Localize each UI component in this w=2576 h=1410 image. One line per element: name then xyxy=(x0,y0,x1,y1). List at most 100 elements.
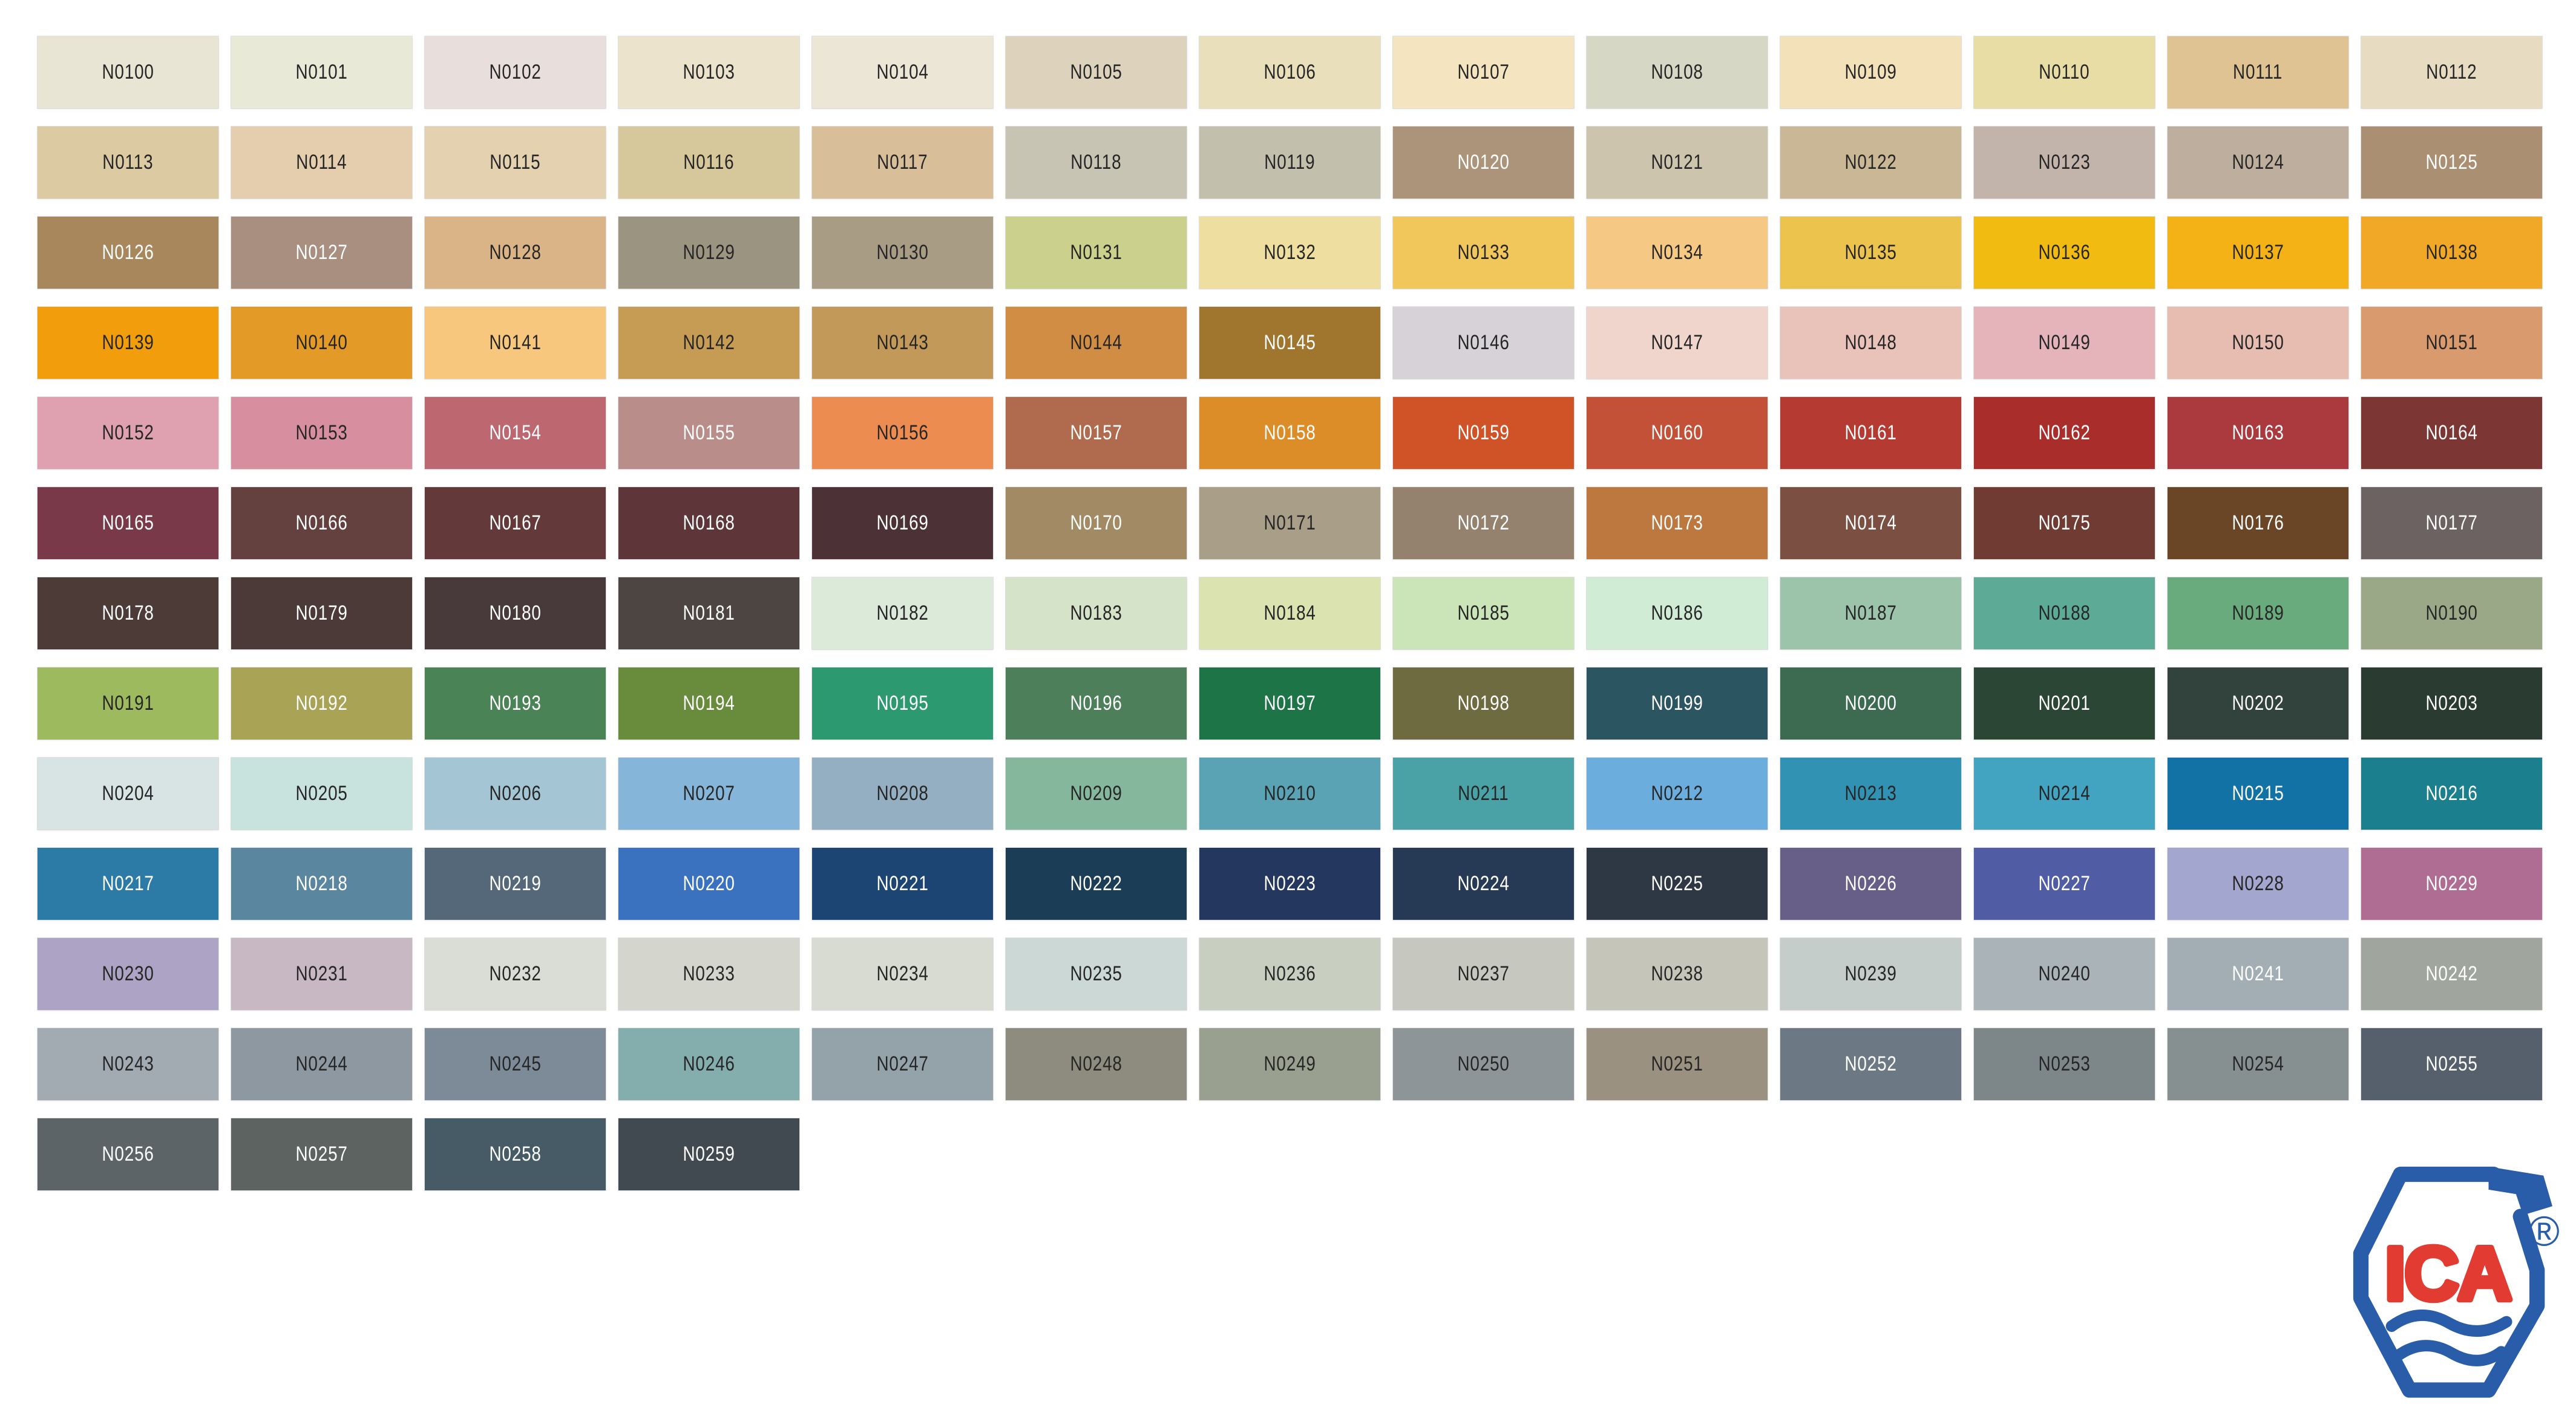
swatch-n0175: N0175 xyxy=(1974,487,2155,559)
swatch-label: N0114 xyxy=(296,151,347,174)
swatch-label: N0141 xyxy=(489,331,542,354)
swatch-label: N0127 xyxy=(295,241,348,264)
swatch-label: N0148 xyxy=(1844,331,1897,354)
swatch-n0176: N0176 xyxy=(2168,487,2348,559)
swatch-label: N0160 xyxy=(1651,421,1703,444)
swatch-label: N0155 xyxy=(683,421,735,444)
swatch-n0222: N0222 xyxy=(1006,848,1187,920)
swatch-n0112: N0112 xyxy=(2361,36,2542,108)
swatch-n0240: N0240 xyxy=(1974,938,2155,1010)
swatch-n0198: N0198 xyxy=(1393,667,1574,739)
swatch-label: N0120 xyxy=(1457,151,1510,174)
swatch-n0172: N0172 xyxy=(1393,487,1574,559)
logo-spout-flap xyxy=(2488,1166,2552,1216)
swatch-n0145: N0145 xyxy=(1199,307,1380,379)
swatch-n0169: N0169 xyxy=(812,487,993,559)
swatch-label: N0106 xyxy=(1263,61,1316,84)
swatch-n0110: N0110 xyxy=(1974,36,2155,108)
swatch-label: N0182 xyxy=(876,602,929,625)
swatch-label: N0226 xyxy=(1844,872,1897,895)
swatch-n0182: N0182 xyxy=(812,577,993,649)
swatch-label: N0230 xyxy=(102,962,154,985)
swatch-n0219: N0219 xyxy=(425,848,606,920)
swatch-n0207: N0207 xyxy=(618,758,799,830)
swatch-label: N0107 xyxy=(1457,61,1510,84)
swatch-n0156: N0156 xyxy=(812,397,993,469)
swatch-label: N0208 xyxy=(876,782,929,805)
swatch-n0154: N0154 xyxy=(425,397,606,469)
swatch-label: N0199 xyxy=(1651,692,1703,715)
swatch-label: N0253 xyxy=(2038,1052,2091,1075)
swatch-n0204: N0204 xyxy=(38,758,218,830)
swatch-label: N0187 xyxy=(1844,602,1897,625)
swatch-n0124: N0124 xyxy=(2168,126,2348,198)
swatch-label: N0245 xyxy=(489,1052,542,1075)
swatch-label: N0194 xyxy=(683,692,735,715)
swatch-label: N0202 xyxy=(2232,692,2284,715)
swatch-label: N0244 xyxy=(295,1052,348,1075)
swatch-label: N0158 xyxy=(1263,421,1316,444)
swatch-label: N0205 xyxy=(295,782,348,805)
swatch-label: N0235 xyxy=(1070,962,1122,985)
swatch-n0228: N0228 xyxy=(2168,848,2348,920)
swatch-n0233: N0233 xyxy=(618,938,799,1010)
ica-logo: ® ICA xyxy=(2333,1145,2563,1410)
swatch-n0245: N0245 xyxy=(425,1028,606,1100)
swatch-label: N0163 xyxy=(2232,421,2284,444)
swatch-label: N0200 xyxy=(1844,692,1897,715)
swatch-label: N0190 xyxy=(2425,602,2478,625)
swatch-n0111: N0111 xyxy=(2168,36,2348,108)
swatch-label: N0136 xyxy=(2038,241,2091,264)
swatch-n0102: N0102 xyxy=(425,36,606,108)
swatch-n0208: N0208 xyxy=(812,758,993,830)
swatch-label: N0105 xyxy=(1070,61,1122,84)
swatch-n0105: N0105 xyxy=(1006,36,1187,108)
swatch-n0220: N0220 xyxy=(618,848,799,920)
swatch-label: N0152 xyxy=(102,421,154,444)
swatch-n0131: N0131 xyxy=(1006,217,1187,289)
swatch-n0187: N0187 xyxy=(1780,577,1961,649)
swatch-label: N0248 xyxy=(1070,1052,1122,1075)
swatch-label: N0238 xyxy=(1651,962,1703,985)
swatch-label: N0174 xyxy=(1844,511,1897,534)
swatch-n0119: N0119 xyxy=(1199,126,1380,198)
swatch-label: N0242 xyxy=(2425,962,2478,985)
swatch-n0231: N0231 xyxy=(231,938,412,1010)
swatch-n0189: N0189 xyxy=(2168,577,2348,649)
swatch-label: N0132 xyxy=(1263,241,1316,264)
swatch-label: N0192 xyxy=(295,692,348,715)
swatch-label: N0128 xyxy=(489,241,542,264)
swatch-label: N0172 xyxy=(1457,511,1510,534)
swatch-n0180: N0180 xyxy=(425,577,606,649)
swatch-n0141: N0141 xyxy=(425,307,606,379)
swatch-n0135: N0135 xyxy=(1780,217,1961,289)
swatch-n0195: N0195 xyxy=(812,667,993,739)
swatch-label: N0201 xyxy=(2038,692,2091,715)
swatch-label: N0118 xyxy=(1070,151,1122,174)
swatch-label: N0247 xyxy=(876,1052,929,1075)
swatch-label: N0203 xyxy=(2425,692,2478,715)
swatch-label: N0145 xyxy=(1263,331,1316,354)
swatch-n0114: N0114 xyxy=(231,126,412,198)
swatch-label: N0108 xyxy=(1651,61,1703,84)
swatch-n0252: N0252 xyxy=(1780,1028,1961,1100)
swatch-label: N0206 xyxy=(489,782,542,805)
swatch-label: N0161 xyxy=(1844,421,1897,444)
swatch-n0153: N0153 xyxy=(231,397,412,469)
swatch-label: N0225 xyxy=(1651,872,1703,895)
swatch-label: N0211 xyxy=(1458,782,1509,805)
swatch-n0173: N0173 xyxy=(1587,487,1768,559)
swatch-label: N0131 xyxy=(1070,241,1122,264)
swatch-n0203: N0203 xyxy=(2361,667,2542,739)
swatch-label: N0221 xyxy=(876,872,929,895)
swatch-n0138: N0138 xyxy=(2361,217,2542,289)
swatch-label: N0104 xyxy=(876,61,929,84)
swatch-label: N0119 xyxy=(1264,151,1316,174)
swatch-label: N0227 xyxy=(2038,872,2091,895)
ica-logo-graphic: ® ICA xyxy=(2353,1166,2560,1398)
swatch-n0179: N0179 xyxy=(231,577,412,649)
swatch-label: N0195 xyxy=(876,692,929,715)
swatch-n0226: N0226 xyxy=(1780,848,1961,920)
swatch-n0258: N0258 xyxy=(425,1118,606,1190)
